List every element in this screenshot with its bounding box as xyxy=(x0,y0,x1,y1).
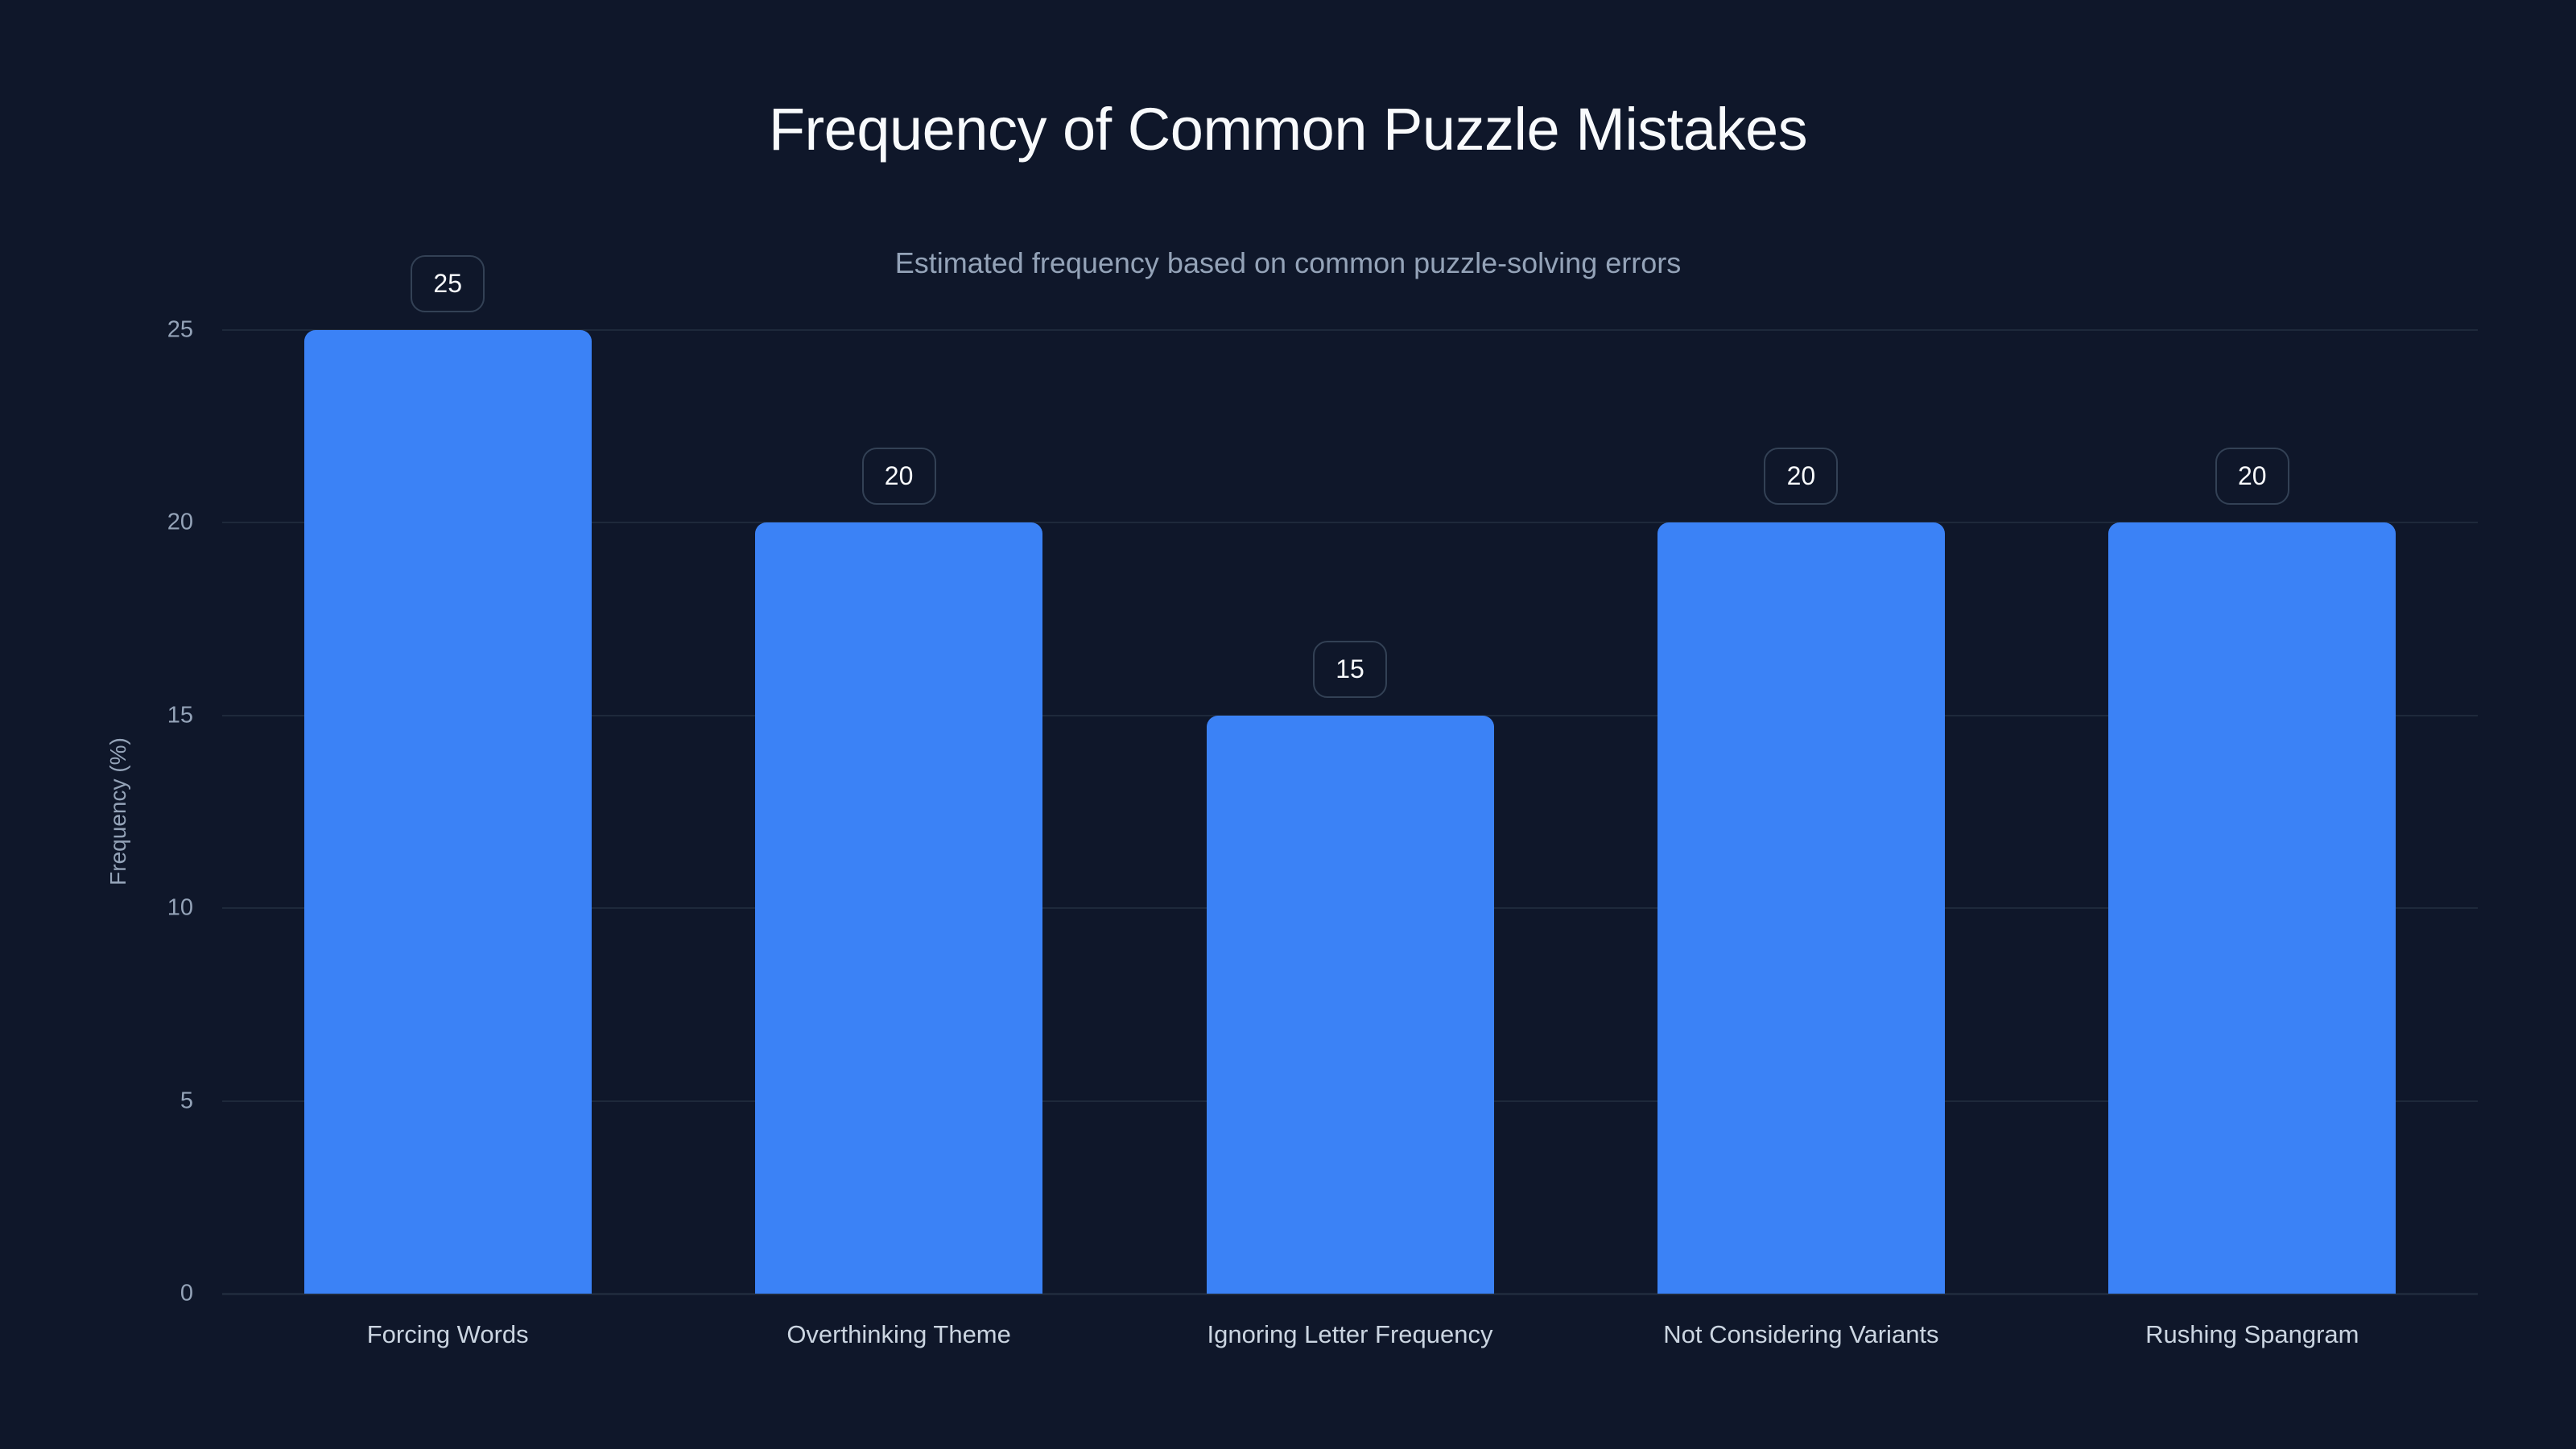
x-tick-label: Rushing Spangram xyxy=(2145,1320,2359,1348)
bar[interactable] xyxy=(2108,522,2396,1294)
gridline xyxy=(222,1293,2478,1295)
value-label: 20 xyxy=(2215,448,2289,506)
y-tick-label: 5 xyxy=(180,1088,193,1114)
value-label: 15 xyxy=(1313,640,1387,698)
x-tick-label: Not Considering Variants xyxy=(1663,1320,1939,1348)
bar[interactable] xyxy=(1206,715,1494,1294)
y-tick-label: 15 xyxy=(167,702,193,729)
value-label: 20 xyxy=(1764,448,1839,506)
y-tick-label: 0 xyxy=(180,1280,193,1307)
value-label: 20 xyxy=(861,448,936,506)
y-tick-label: 10 xyxy=(167,894,193,921)
bar[interactable] xyxy=(303,330,592,1294)
x-tick-label: Forcing Words xyxy=(366,1320,529,1348)
chart-title: Frequency of Common Puzzle Mistakes xyxy=(768,96,1808,163)
plot-area: 0 5 10 15 20 25 25 20 15 20 20 xyxy=(167,255,2478,1307)
y-axis-label: Frequency (%) xyxy=(105,737,130,886)
y-tick-label: 25 xyxy=(167,316,193,343)
gridline xyxy=(222,329,2478,331)
y-tick-label: 20 xyxy=(167,509,193,535)
bar[interactable] xyxy=(755,522,1043,1294)
x-tick-label: Overthinking Theme xyxy=(786,1320,1011,1348)
value-label: 25 xyxy=(411,255,485,312)
x-tick-label: Ignoring Letter Frequency xyxy=(1207,1320,1493,1348)
bar[interactable] xyxy=(1657,522,1945,1294)
chart-subtitle: Estimated frequency based on common puzz… xyxy=(894,246,1682,279)
gridline xyxy=(222,714,2478,716)
gridline xyxy=(222,522,2478,524)
